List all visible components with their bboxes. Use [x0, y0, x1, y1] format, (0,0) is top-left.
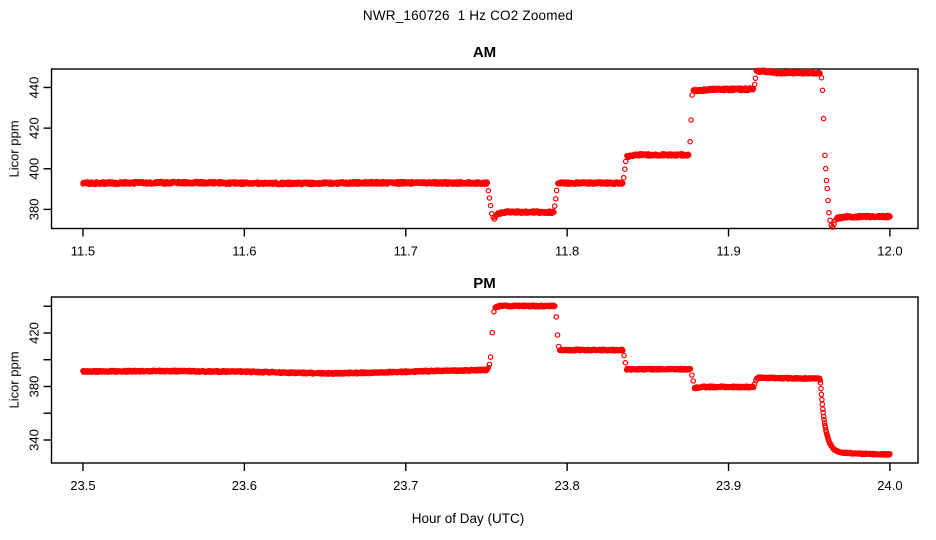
am-panel-title: AM — [472, 44, 497, 61]
pm-x-tick-label: 24.0 — [877, 478, 902, 493]
figure-title: NWR_160726 1 Hz CO2 Zoomed — [362, 8, 574, 23]
am-y-tick-label: 420 — [27, 117, 42, 139]
am-x-tick-label: 11.9 — [716, 244, 740, 259]
pm-data-points — [80, 302, 893, 458]
am-x-tick-label: 11.7 — [394, 244, 418, 259]
am-data-points — [80, 67, 893, 230]
pm-y-tick-label: 340 — [27, 429, 42, 451]
pm-x-tick-label: 23.9 — [716, 478, 741, 493]
pm-y-tick-label: 420 — [27, 322, 42, 344]
pm-panel-title: PM — [473, 275, 496, 292]
pm-x-tick-label: 23.5 — [70, 478, 95, 493]
pm-y-tick-label: 380 — [27, 376, 42, 398]
pm-x-tick-label: 23.7 — [393, 478, 418, 493]
am-x-tick-label: 11.5 — [71, 244, 95, 259]
am-panel: 11.5 11.6 11.7 11.8 11.9 12.0 380 400 420 440 — [27, 67, 919, 259]
pm-x-tick-label: 23.6 — [232, 478, 257, 493]
am-y-tick-label: 380 — [27, 199, 42, 221]
am-y-tick-label: 400 — [27, 158, 42, 180]
pm-panel: 23.5 23.6 23.7 23.8 23.9 24.0 340 380 420 — [27, 296, 919, 493]
am-x-tick-label: 11.6 — [232, 244, 256, 259]
pm-plot-box — [50, 296, 919, 464]
x-axis-title: Hour of Day (UTC) — [411, 511, 525, 526]
am-x-tick-label: 11.8 — [555, 244, 579, 259]
am-plot-box — [50, 68, 919, 230]
pm-x-tick-label: 23.8 — [554, 478, 579, 493]
am-y-tick-label: 440 — [27, 77, 42, 99]
am-x-tick-label: 12.0 — [877, 244, 902, 259]
